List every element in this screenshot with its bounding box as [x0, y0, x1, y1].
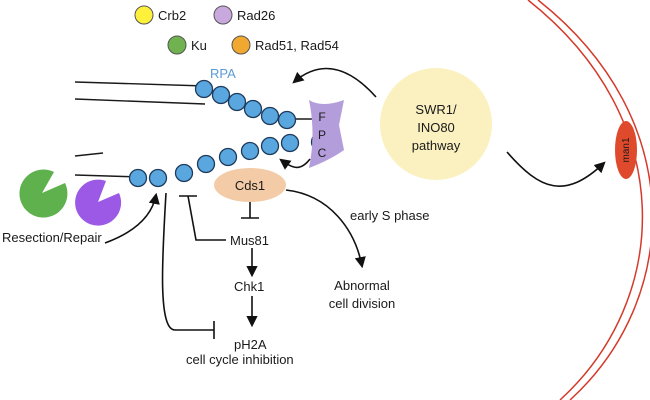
rpa-bead [174, 163, 194, 183]
rpa-bead [148, 168, 168, 188]
dna-strand-line [74, 81, 206, 87]
cell-cycle-inhibition-label: cell cycle inhibition [186, 352, 294, 367]
rpa-bead [277, 110, 297, 130]
green-pacman-icon [19, 169, 68, 218]
swr1-ino80-circle [380, 68, 492, 180]
crb2-legend-label: Crb2 [158, 8, 186, 23]
rpa-bead [227, 92, 247, 112]
legend: Crb2 Rad26 Ku Rad51, Rad54 [134, 5, 339, 55]
ph2a-label: pH2A [234, 337, 267, 352]
fpc-letter-f: F [318, 110, 325, 124]
rpa-bead [211, 85, 231, 105]
resection-repair-label: Resection/Repair [2, 230, 102, 245]
swr1-label-line2: INO80 [417, 120, 455, 135]
rpa-bead [218, 147, 238, 167]
rpa-bead [194, 79, 214, 99]
rpa-bead [260, 106, 280, 126]
rpa-label: RPA [210, 66, 236, 81]
purple-pacman-icon [75, 179, 122, 226]
cds1-kinase: Cds1 [214, 168, 286, 202]
swr1-ino80-pathway: SWR1/ INO80 pathway [380, 68, 492, 180]
arrow-resection-to-rpa [104, 192, 160, 244]
swr1-label-line3: pathway [412, 138, 461, 153]
nuclear-envelope: man1 [527, 0, 650, 400]
swr1-label-line1: SWR1/ [415, 102, 457, 117]
abnormal-label-line2: cell division [329, 296, 395, 311]
rad51-rad54-legend-dot [231, 35, 251, 55]
rad51-rad54-legend-label: Rad51, Rad54 [255, 38, 339, 53]
fpc-letter-c: C [318, 146, 327, 160]
cds1-label: Cds1 [235, 178, 265, 193]
inhibit-mus81-rpa-line [187, 195, 226, 241]
arrows [104, 67, 606, 339]
pathway-labels: early S phase Mus81 Chk1 pH2A cell cycle… [186, 208, 430, 367]
chk1-label: Chk1 [234, 279, 264, 294]
rpa-bead [243, 99, 263, 119]
rpa-bead [260, 136, 280, 156]
rpa-bead [240, 141, 260, 161]
crb2-legend-dot [134, 5, 154, 25]
ku-legend-label: Ku [191, 38, 207, 53]
fpc-complex: F P C [309, 100, 344, 168]
fpc-shape [309, 100, 344, 168]
rad26-legend-label: Rad26 [237, 8, 275, 23]
resection-repair-proteins: Resection/Repair [2, 169, 122, 245]
early-s-phase-label: early S phase [350, 208, 430, 223]
rad26-legend-dot [213, 5, 233, 25]
rpa-upper-strand [194, 79, 297, 130]
rpa-bead [280, 133, 300, 153]
rpa-bead [196, 154, 216, 174]
rpa-lower-strand [128, 132, 330, 188]
arrow-cds1-to-abnormal-division [285, 189, 366, 269]
fpc-letter-p: P [318, 128, 326, 142]
dna-strand-line [74, 152, 104, 157]
ku-legend-dot [167, 35, 187, 55]
inner-membrane-line [527, 0, 644, 400]
rpa-bead [128, 168, 148, 188]
outer-membrane-line [537, 0, 650, 400]
dna-strand-line [74, 98, 206, 105]
arrow-fpc-to-cds1 [279, 158, 311, 170]
arrow-swr1-to-man1 [506, 151, 606, 187]
inhibit-rpa-ph2a-line [161, 192, 214, 331]
man1-protein [615, 121, 637, 179]
abnormal-label-line1: Abnormal [334, 278, 390, 293]
mus81-label: Mus81 [230, 233, 269, 248]
arrow-swr1-to-rpa [292, 67, 377, 98]
man1-label: man1 [621, 137, 632, 162]
cds1-ellipse [214, 168, 286, 202]
